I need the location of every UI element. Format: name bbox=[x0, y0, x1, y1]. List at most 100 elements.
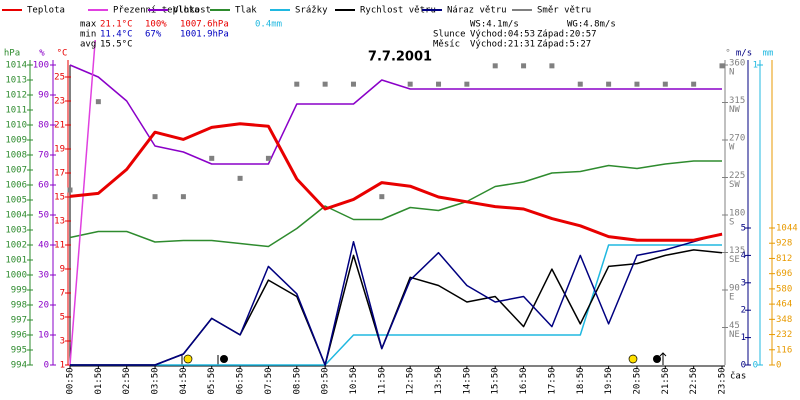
direction-marker bbox=[67, 187, 73, 193]
y-tick-label: 17 bbox=[54, 169, 65, 179]
stat-text: 0.4mm bbox=[255, 20, 282, 30]
x-tick-label: 20:50 bbox=[632, 367, 642, 394]
direction-marker bbox=[492, 63, 498, 69]
info-text: Východ:04:53 bbox=[470, 30, 535, 40]
y-tick-label: 1005 bbox=[5, 196, 27, 206]
y-tick-label: 45 bbox=[729, 321, 740, 331]
y-tick-label: 50 bbox=[38, 211, 49, 221]
y-tick-label: 5 bbox=[741, 224, 746, 234]
series-line bbox=[69, 122, 723, 242]
y-tick-label: 23 bbox=[54, 97, 65, 107]
y-tick-label: 996 bbox=[11, 331, 27, 341]
x-tick-label: 22:50 bbox=[689, 367, 699, 394]
x-tick-label: 19:50 bbox=[604, 367, 614, 394]
sunset-icon bbox=[628, 354, 638, 364]
direction-marker bbox=[180, 194, 186, 200]
y-tick-label: 1007 bbox=[5, 166, 27, 176]
x-tick-label: 15:50 bbox=[491, 367, 501, 394]
y-tick-label: 116 bbox=[776, 345, 792, 355]
direction-marker bbox=[237, 175, 243, 181]
direction-marker bbox=[719, 63, 725, 69]
y-tick-label: 135 bbox=[729, 246, 745, 256]
info-text: Východ:21:31 bbox=[470, 40, 535, 50]
y-tick-label: 3 bbox=[60, 337, 65, 347]
series-line bbox=[69, 160, 722, 248]
plot-area bbox=[67, 40, 725, 366]
y-tick-label: 225 bbox=[729, 171, 745, 181]
moonrise-icon bbox=[653, 355, 661, 363]
stat-text: avg bbox=[80, 40, 96, 50]
x-tick-label: 07:50 bbox=[264, 367, 274, 394]
direction-marker bbox=[322, 81, 328, 87]
y-tick-label: 180 bbox=[729, 209, 745, 219]
axis-unit: m/s bbox=[736, 49, 752, 59]
stat-text: 11.4°C bbox=[100, 30, 133, 40]
x-tick-label: 00:50 bbox=[66, 367, 76, 394]
y-tick-label: W bbox=[729, 143, 735, 153]
y-tick-label: 100 bbox=[33, 61, 49, 71]
y-tick-label: 3 bbox=[741, 278, 746, 288]
legend-label: Teplota bbox=[27, 6, 65, 16]
sunrise-icon bbox=[183, 354, 193, 364]
y-tick-label: 1004 bbox=[5, 211, 27, 221]
y-tick-label: 1008 bbox=[5, 151, 27, 161]
direction-marker bbox=[152, 194, 158, 200]
y-tick-label: 997 bbox=[11, 316, 27, 326]
y-tick-label: E bbox=[729, 293, 734, 303]
y-tick-label: 1011 bbox=[5, 106, 27, 116]
y-tick-label: 70 bbox=[38, 151, 49, 161]
axis-unit: hPa bbox=[4, 49, 20, 59]
y-tick-label: 9 bbox=[60, 265, 65, 275]
direction-marker bbox=[521, 63, 527, 69]
y-tick-label: 1 bbox=[753, 61, 758, 71]
y-tick-label: 0 bbox=[44, 361, 49, 371]
info-text: Západ:20:57 bbox=[537, 30, 597, 40]
y-tick-label: 270 bbox=[729, 134, 745, 144]
x-tick-label: 04:50 bbox=[179, 367, 189, 394]
stat-text: 1001.9hPa bbox=[180, 30, 229, 40]
y-tick-label: 25 bbox=[54, 73, 65, 83]
y-tick-label: NW bbox=[729, 105, 740, 115]
y-tick-label: 1006 bbox=[5, 181, 27, 191]
axis-unit: mm bbox=[763, 49, 774, 59]
stat-text: min bbox=[80, 30, 96, 40]
x-tick-label: 05:50 bbox=[207, 367, 217, 394]
legend-label: Srážky bbox=[295, 6, 328, 16]
direction-marker bbox=[436, 81, 442, 87]
y-tick-label: 19 bbox=[54, 145, 65, 155]
y-tick-label: 1009 bbox=[5, 136, 27, 146]
legend-label: Směr větru bbox=[537, 6, 591, 16]
direction-marker bbox=[549, 63, 555, 69]
series-line bbox=[70, 244, 722, 366]
y-tick-label: N bbox=[729, 68, 734, 78]
y-tick-label: 1 bbox=[60, 361, 65, 371]
x-tick-label: 23:50 bbox=[718, 367, 728, 394]
direction-marker bbox=[606, 81, 612, 87]
y-tick-label: 580 bbox=[776, 284, 792, 294]
x-tick-label: 09:50 bbox=[321, 367, 331, 394]
x-tick-label: 06:50 bbox=[236, 367, 246, 394]
axis-unit: °C bbox=[57, 49, 68, 59]
x-tick-label: 12:50 bbox=[406, 367, 416, 394]
x-tick-label: 01:50 bbox=[94, 367, 104, 394]
direction-marker bbox=[265, 155, 271, 161]
y-tick-label: 0 bbox=[741, 361, 746, 371]
y-tick-label: 1014 bbox=[5, 61, 27, 71]
y-tick-label: 1013 bbox=[5, 76, 27, 86]
y-tick-label: 348 bbox=[776, 315, 792, 325]
y-tick-label: 232 bbox=[776, 330, 792, 340]
y-tick-label: 812 bbox=[776, 254, 792, 264]
legend-label: Tlak bbox=[235, 6, 257, 16]
y-tick-label: 928 bbox=[776, 239, 792, 249]
y-tick-label: 998 bbox=[11, 301, 27, 311]
x-tick-label: 14:50 bbox=[462, 367, 472, 394]
legend-label: Rychlost větru bbox=[360, 6, 436, 16]
axis-unit: % bbox=[39, 49, 45, 59]
stat-text: 1007.6hPa bbox=[180, 20, 229, 30]
info-text: WG:4.8m/s bbox=[567, 20, 616, 30]
y-tick-label: 90 bbox=[729, 284, 740, 294]
x-tick-label: 10:50 bbox=[349, 367, 359, 394]
x-tick-label: 16:50 bbox=[519, 367, 529, 394]
